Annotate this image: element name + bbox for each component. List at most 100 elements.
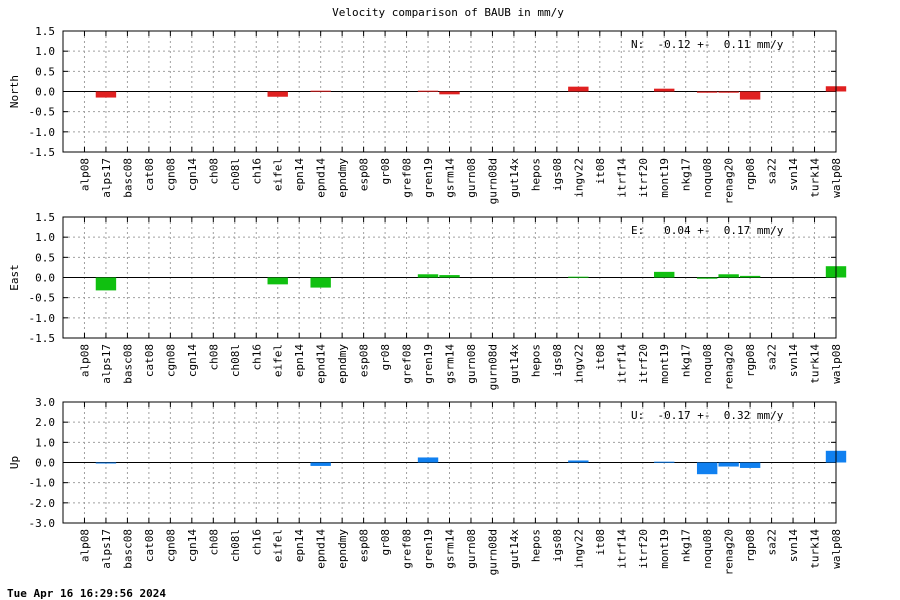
x-tick-label: eifel bbox=[272, 344, 285, 377]
x-tick-label: ingv22 bbox=[572, 529, 585, 569]
y-tick-label: 0.5 bbox=[35, 65, 55, 78]
velocity-annotation: E: 0.04 +- 0.17 mm/y bbox=[631, 224, 784, 237]
y-tick-label: 1.0 bbox=[35, 436, 55, 449]
x-tick-label: basc08 bbox=[121, 158, 134, 198]
y-tick-label: 1.0 bbox=[35, 231, 55, 244]
x-tick-label: gsrm14 bbox=[444, 158, 457, 198]
y-tick-label: -1.5 bbox=[29, 146, 56, 159]
x-tick-label: ch08l bbox=[229, 344, 242, 377]
y-tick-label: 0.0 bbox=[35, 457, 55, 470]
x-tick-label: noqu08 bbox=[701, 344, 714, 384]
plot-frame bbox=[62, 216, 837, 339]
x-tick-label: igs08 bbox=[551, 344, 564, 377]
y-axis-label: Up bbox=[8, 456, 21, 469]
bar-gren19 bbox=[417, 90, 439, 92]
x-tick-label: gurn08 bbox=[465, 344, 478, 384]
x-tick-label: it08 bbox=[594, 158, 607, 185]
bar-epnd14 bbox=[310, 90, 331, 92]
bar-mont19 bbox=[654, 271, 675, 278]
x-tick-label: gren19 bbox=[422, 344, 435, 384]
x-tick-label: ingv22 bbox=[572, 344, 585, 384]
plot-frame bbox=[62, 30, 837, 153]
x-tick-label: gr08 bbox=[379, 344, 392, 371]
velocity-annotation: N: -0.12 +- 0.11 mm/y bbox=[631, 38, 784, 51]
bar-gren19 bbox=[417, 457, 439, 463]
x-tick-label: ch16 bbox=[250, 529, 263, 556]
panel-north: -1.5 -1.0 -0.5 0.0 0.5 1.0 1.5 alp08 alps17 basc0… bbox=[8, 25, 847, 204]
y-tick-label: 1.5 bbox=[35, 25, 55, 38]
bar-noqu08 bbox=[696, 277, 718, 279]
bar-rgp08 bbox=[739, 275, 761, 278]
x-tick-label: cat08 bbox=[143, 344, 156, 377]
x-tick-label: ch08l bbox=[229, 158, 242, 191]
x-tick-label: turk14 bbox=[809, 344, 822, 384]
x-tick-label: epnd14 bbox=[315, 158, 328, 198]
bar-epnd14 bbox=[310, 277, 331, 288]
x-tick-label: sa22 bbox=[766, 158, 779, 185]
x-tick-label: sa22 bbox=[766, 529, 779, 556]
x-tick-label: gurn08 bbox=[465, 529, 478, 569]
x-tick-label: cgn14 bbox=[186, 529, 199, 562]
x-tick-label: nkg17 bbox=[680, 344, 693, 377]
x-tick-label: epndmy bbox=[336, 344, 349, 384]
x-tick-label: nkg17 bbox=[680, 529, 693, 562]
x-tick-label: epn14 bbox=[293, 344, 306, 377]
x-tick-label: ch16 bbox=[250, 158, 263, 185]
bar-renag20 bbox=[718, 462, 739, 467]
bar-ingv22 bbox=[568, 460, 589, 463]
x-tick-label: ch08 bbox=[207, 158, 220, 185]
x-tick-label: gurn08d bbox=[486, 158, 499, 204]
panel-up: -3.0 -2.0 -1.0 0.0 1.0 2.0 3.0 alp08 alps17 basc0… bbox=[8, 396, 847, 575]
x-tick-label: gurn08d bbox=[486, 344, 499, 390]
chart-panels: -1.5 -1.0 -0.5 0.0 0.5 1.0 1.5 alp08 alps17 basc0… bbox=[8, 25, 847, 575]
x-tick-label: cgn14 bbox=[186, 344, 199, 377]
bar-ingv22 bbox=[568, 86, 589, 92]
y-tick-label: 1.0 bbox=[35, 45, 55, 58]
x-tick-label: walp08 bbox=[830, 158, 843, 198]
bar-eifel bbox=[267, 277, 288, 285]
bar-rgp08 bbox=[739, 462, 761, 468]
x-tick-label: svn14 bbox=[787, 158, 800, 191]
bar-gsrm14 bbox=[439, 91, 460, 95]
x-tick-label: itrf14 bbox=[615, 344, 628, 384]
x-tick-label: cgn08 bbox=[164, 344, 177, 377]
bar-gsrm14 bbox=[439, 275, 460, 278]
x-tick-label: noqu08 bbox=[701, 158, 714, 198]
x-tick-label: cat08 bbox=[143, 158, 156, 191]
x-tick-label: ch08 bbox=[207, 529, 220, 556]
x-tick-label: hepos bbox=[529, 158, 542, 191]
y-tick-label: 0.0 bbox=[35, 272, 55, 285]
bar-epnd14 bbox=[310, 462, 331, 466]
x-tick-label: itrf20 bbox=[637, 158, 650, 198]
bar-mont19 bbox=[654, 461, 675, 463]
x-tick-label: noqu08 bbox=[701, 529, 714, 569]
x-tick-label: walp08 bbox=[830, 344, 843, 384]
x-tick-label: hepos bbox=[529, 344, 542, 377]
x-tick-label: igs08 bbox=[551, 529, 564, 562]
x-tick-label: esp08 bbox=[358, 158, 371, 191]
y-tick-label: 0.5 bbox=[35, 251, 55, 264]
timestamp-footer: Tue Apr 16 16:29:56 2024 bbox=[7, 587, 166, 600]
x-tick-label: mont19 bbox=[658, 529, 671, 569]
bar-mont19 bbox=[654, 88, 675, 92]
x-tick-label: cgn08 bbox=[164, 158, 177, 191]
x-tick-label: gr08 bbox=[379, 158, 392, 185]
x-tick-label: ch08l bbox=[229, 529, 242, 562]
x-tick-label: turk14 bbox=[809, 529, 822, 569]
velocity-annotation: U: -0.17 +- 0.32 mm/y bbox=[631, 409, 784, 422]
x-tick-label: walp08 bbox=[830, 529, 843, 569]
x-tick-label: nkg17 bbox=[680, 158, 693, 191]
x-tick-label: esp08 bbox=[358, 344, 371, 377]
x-tick-label: itrf14 bbox=[615, 158, 628, 198]
x-tick-label: gurn08 bbox=[465, 158, 478, 198]
x-tick-label: alps17 bbox=[100, 529, 113, 569]
x-tick-label: gren19 bbox=[422, 158, 435, 198]
bar-alps17 bbox=[95, 462, 117, 464]
x-tick-label: gsrm14 bbox=[444, 529, 457, 569]
x-tick-label: itrf20 bbox=[637, 529, 650, 569]
x-tick-label: eifel bbox=[272, 529, 285, 562]
bar-rgp08 bbox=[739, 91, 761, 100]
x-tick-label: gref08 bbox=[401, 344, 414, 384]
bar-alps17 bbox=[95, 277, 117, 291]
